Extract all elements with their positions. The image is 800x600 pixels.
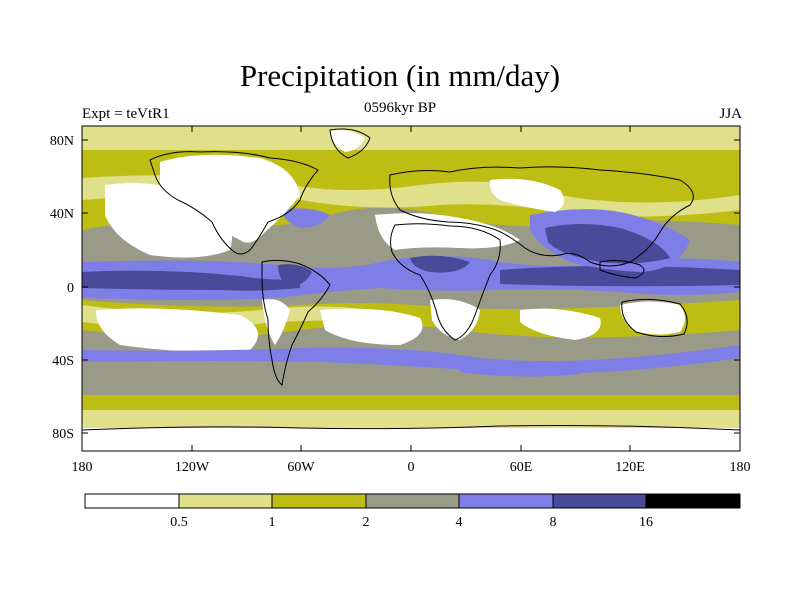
africa-monsoon-core (410, 255, 470, 273)
north-america-dry (160, 154, 300, 243)
south-america-dry (262, 299, 290, 345)
colorbar-label-8: 8 (550, 515, 557, 530)
lat-label-40n: 40N (50, 207, 74, 222)
east-pacific-itcz-core (82, 270, 300, 291)
indonesia-coast (599, 260, 645, 279)
colorbar-swatch-1 (178, 493, 273, 509)
season-label: JJA (719, 106, 742, 122)
colorbar-label-16: 16 (639, 515, 653, 530)
south-olive-band (82, 395, 740, 413)
lon-label-0: 0 (408, 460, 415, 475)
africa-coast (390, 223, 501, 341)
colorbar-label-0-5: 0.5 (170, 515, 188, 530)
asian-monsoon-core (545, 224, 670, 264)
colorbar-swatch-0 (84, 493, 180, 509)
map-title: Precipitation (in mm/day) (239, 58, 561, 93)
south-storm-track-2 (460, 360, 580, 377)
sahara-dry (375, 213, 520, 250)
colorbar-swatch-6 (645, 493, 741, 509)
colorbar-swatch-3 (365, 493, 460, 509)
amazon-wet (278, 264, 312, 288)
greenland-coast (329, 128, 371, 159)
greenland-dry (330, 129, 365, 152)
lat-label-80s: 80S (52, 427, 74, 442)
lat-label-80n: 80N (50, 134, 74, 149)
colorbar-swatch-2 (271, 493, 367, 509)
lon-label-120w: 120W (175, 460, 210, 475)
north-america-coast (149, 151, 319, 255)
lat-label-40s: 40S (52, 354, 74, 369)
antarctic-yellow-band (82, 410, 740, 430)
period-label: 0596kyr BP (363, 100, 437, 116)
gulf-stream-wet (280, 208, 330, 228)
precipitation-field (82, 126, 740, 451)
colorbar: 0.5 1 2 4 8 16 (84, 493, 741, 530)
lon-label-180w: 180 (72, 460, 93, 475)
south-pacific-dry (95, 308, 258, 352)
lon-ticks (81, 126, 741, 451)
australia-dry (620, 301, 685, 335)
colorbar-label-4: 4 (456, 515, 463, 530)
australia-coast (621, 298, 688, 338)
colorbar-label-1: 1 (269, 515, 276, 530)
south-atlantic-dry (320, 308, 423, 345)
lon-label-60e: 60E (510, 460, 533, 475)
lon-label-180e: 180 (730, 460, 751, 475)
central-asia-dry (489, 178, 564, 212)
south-america-coast (261, 259, 331, 386)
lon-label-120e: 120E (615, 460, 645, 475)
antarctica-coast (82, 425, 740, 431)
coastlines (82, 128, 740, 431)
antarctica-dry (82, 428, 740, 451)
lon-label-60w: 60W (287, 460, 315, 475)
experiment-label: Expt = teVtR1 (82, 106, 170, 122)
south-indian-dry (520, 308, 601, 340)
lat-ticks (82, 139, 740, 434)
colorbar-label-2: 2 (363, 515, 370, 530)
lat-label-0: 0 (67, 281, 74, 296)
colorbar-swatch-4 (458, 493, 554, 509)
colorbar-swatch-5 (552, 493, 647, 509)
eurasia-coast (389, 166, 694, 267)
